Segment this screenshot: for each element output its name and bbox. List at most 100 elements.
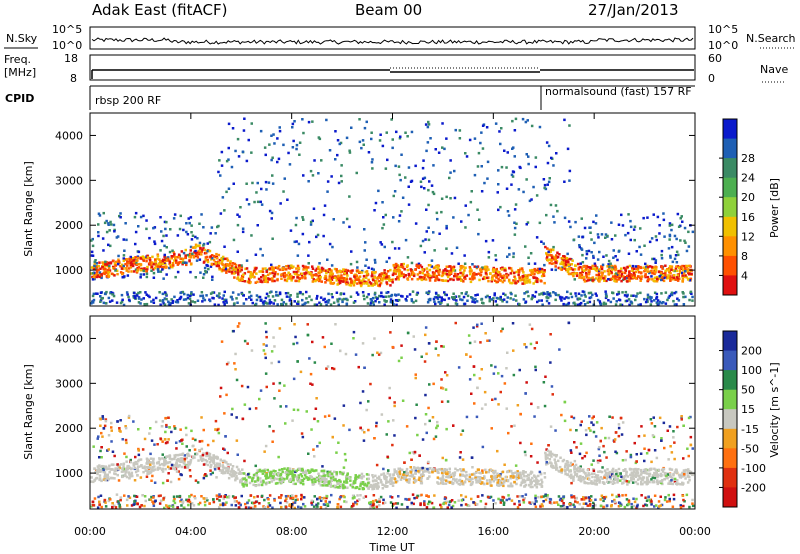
- power-cell: [397, 220, 401, 223]
- power-cell: [237, 278, 241, 282]
- velocity-cell: [554, 461, 557, 464]
- velocity-cell: [273, 497, 276, 501]
- power-cell: [327, 298, 331, 302]
- power-cell: [481, 301, 484, 304]
- power-cell: [324, 274, 327, 278]
- power-cell: [649, 297, 652, 301]
- power-cell: [188, 255, 191, 258]
- power-cell: [97, 264, 100, 268]
- velocity-cell: [510, 499, 514, 502]
- power-cell: [373, 209, 376, 212]
- power-cell: [587, 279, 590, 282]
- velocity-cell: [226, 467, 230, 470]
- velocity-cell: [611, 469, 614, 472]
- power-cell: [654, 268, 658, 272]
- cpid-mode-2: normalsound (fast) 157 RF: [545, 85, 692, 98]
- power-cell: [595, 214, 598, 217]
- velocity-cell: [224, 466, 228, 470]
- power-cell: [136, 266, 139, 270]
- power-cell: [410, 277, 414, 281]
- power-cell: [429, 274, 432, 277]
- power-cell: [363, 282, 366, 285]
- power-cell: [433, 266, 436, 269]
- power-cell: [142, 259, 145, 262]
- power-cell: [171, 262, 175, 265]
- power-cell: [617, 290, 620, 294]
- power-cell: [602, 301, 606, 305]
- power-cell: [493, 293, 496, 297]
- power-cell: [446, 279, 450, 283]
- power-cell: [99, 295, 102, 298]
- power-cell: [389, 279, 392, 283]
- power-cell: [416, 278, 419, 281]
- power-cell: [560, 299, 563, 302]
- power-cell: [132, 296, 136, 299]
- velocity-cell: [485, 479, 489, 482]
- velocity-cell: [509, 482, 513, 485]
- power-cell: [342, 277, 346, 280]
- power-cell: [670, 265, 674, 268]
- power-cell: [360, 146, 363, 150]
- velocity-cell: [209, 455, 212, 459]
- power-cell: [652, 270, 656, 273]
- power-cell: [132, 256, 135, 260]
- velocity-cell: [333, 417, 337, 420]
- power-cell: [315, 274, 318, 277]
- velocity-cell: [316, 420, 320, 423]
- power-cell: [437, 294, 440, 297]
- velocity-cell: [127, 471, 131, 474]
- power-cell: [348, 151, 352, 154]
- velocity-cell: [434, 435, 438, 438]
- velocity-cell: [231, 407, 234, 411]
- power-cell: [185, 263, 188, 267]
- velocity-cell: [277, 496, 281, 499]
- power-cell: [528, 281, 531, 284]
- power-cell: [446, 275, 450, 278]
- power-cell: [367, 151, 371, 154]
- power-cell: [624, 299, 628, 303]
- power-cell: [535, 277, 539, 280]
- power-cell: [91, 272, 95, 275]
- power-cell: [129, 255, 132, 259]
- power-cell: [292, 265, 295, 268]
- power-cell: [570, 295, 574, 299]
- power-cell: [490, 280, 493, 283]
- power-cell: [567, 263, 570, 267]
- power-cell: [216, 257, 219, 260]
- power-cell: [100, 297, 103, 300]
- power-cell: [394, 299, 398, 302]
- power-cell: [194, 249, 197, 253]
- power-cell: [655, 277, 659, 281]
- power-cell: [163, 244, 166, 248]
- power-cell: [121, 298, 124, 302]
- power-cell: [256, 224, 259, 227]
- velocity-cell: [164, 467, 167, 471]
- power-cell: [676, 297, 679, 300]
- power-cell: [112, 294, 116, 298]
- power-cell: [184, 248, 187, 252]
- power-colorbar-swatch: [723, 197, 737, 218]
- velocity-cell: [386, 455, 389, 459]
- power-cell: [118, 261, 121, 264]
- power-cell: [681, 264, 684, 268]
- power-cell: [632, 228, 636, 231]
- velocity-cell: [104, 501, 107, 504]
- power-cell: [436, 267, 440, 271]
- velocity-cell: [338, 478, 341, 482]
- power-cell: [445, 247, 448, 250]
- velocity-cell: [496, 472, 499, 475]
- power-cell: [220, 150, 224, 154]
- velocity-cell: [413, 348, 417, 351]
- power-cell: [662, 218, 666, 222]
- power-cell: [540, 240, 543, 243]
- power-cell: [424, 238, 427, 241]
- power-cell: [628, 279, 631, 283]
- power-cell: [152, 298, 155, 302]
- power-cell: [647, 278, 650, 282]
- power-cell: [137, 297, 141, 300]
- power-cell: [477, 151, 481, 155]
- power-cell: [496, 270, 500, 273]
- power-cell: [358, 275, 362, 278]
- power-cell: [129, 264, 133, 268]
- power-cell: [176, 301, 180, 304]
